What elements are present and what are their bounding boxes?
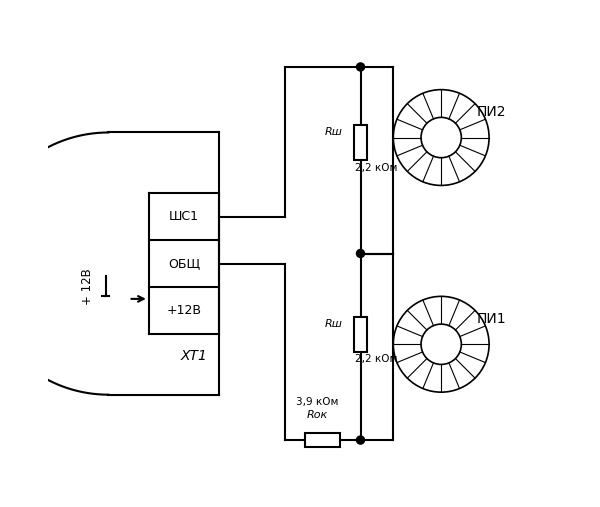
Text: + 12В: + 12В — [80, 268, 94, 305]
Text: Rш: Rш — [325, 319, 343, 329]
Text: Rш: Rш — [325, 127, 343, 137]
Text: ХТ1: ХТ1 — [181, 349, 208, 364]
Text: 3,9 кОм: 3,9 кОм — [296, 397, 339, 407]
Text: 2,2 кОм: 2,2 кОм — [355, 163, 398, 173]
Text: 2,2 кОм: 2,2 кОм — [355, 354, 398, 365]
Text: +12В: +12В — [167, 304, 202, 317]
Text: ШС1: ШС1 — [169, 210, 199, 223]
Text: ОБЩ: ОБЩ — [168, 257, 200, 270]
FancyBboxPatch shape — [354, 125, 367, 160]
FancyBboxPatch shape — [305, 433, 340, 447]
Text: Rок: Rок — [307, 410, 328, 420]
Text: ПИ1: ПИ1 — [477, 312, 506, 326]
Circle shape — [356, 63, 365, 71]
Text: ПИ2: ПИ2 — [477, 105, 506, 119]
FancyBboxPatch shape — [354, 316, 367, 352]
Circle shape — [356, 249, 365, 258]
Circle shape — [356, 436, 365, 444]
